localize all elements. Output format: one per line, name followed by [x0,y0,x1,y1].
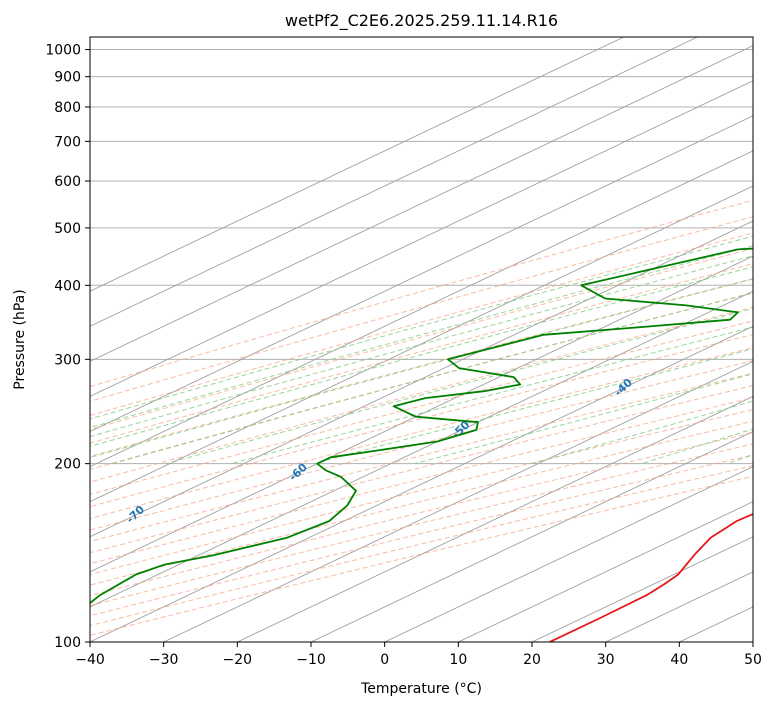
dry-adiabat-line [90,278,753,457]
dry-adiabat-line [90,385,753,554]
isotherm-line [237,395,753,642]
x-tick-label: −30 [149,652,179,668]
profile-lines [90,247,753,642]
isotherm-line [90,185,753,503]
dry-adiabat-line [90,409,753,576]
y-tick-label: 400 [54,278,81,294]
moist-adiabat-line [90,278,753,458]
isotherm-line [163,360,753,642]
isotherm-line [90,45,753,362]
dry-adiabat-line [90,333,753,508]
x-tick-label: 10 [449,652,467,668]
dry-adiabat-line [90,320,753,495]
y-axis-label: Pressure (hPa) [12,289,28,389]
moist-adiabat-line [90,266,753,447]
chart-title: wetPf2_C2E6.2025.259.11.14.R16 [285,11,558,31]
x-tick-label: 0 [380,652,389,668]
dry-adiabat-line [90,475,753,636]
moist-adiabat-line [641,428,753,465]
isotherm-line [752,641,753,642]
x-tick-label: 30 [597,652,615,668]
y-tick-label: 700 [54,134,81,150]
plot-frame [89,36,754,643]
isotherm-line [458,501,753,642]
isotherm-line [90,37,698,327]
dry-adiabat-line [90,292,753,470]
dry-adiabat-line [90,232,753,417]
y-tick-label: 800 [54,100,81,116]
isotherm-labels: 0.10.20.40.611.52346810131620253036-100-… [124,376,636,526]
dry-adiabat-line [90,347,753,520]
dry-adiabat-line [90,397,753,565]
moist-adiabat-line [90,245,753,429]
isotherm-line [90,37,624,292]
y-axis: 100 200 300 400 500 600 700 800 900 1000 [45,43,90,651]
isotherm-line [531,536,753,642]
moist-adiabat-line [165,308,753,465]
isotherm-line [90,290,753,608]
dry-adiabat-line [90,199,753,388]
dewpoint-profile-line [90,247,753,605]
moist-adiabat-line [231,326,753,465]
x-tick-label: −20 [223,652,253,668]
isotherm-line [605,571,753,642]
y-tick-label: 500 [54,221,81,237]
y-tick-label: 600 [54,174,81,190]
x-tick-label: 20 [523,652,541,668]
x-tick-label: −10 [296,652,326,668]
dry-adiabat-line [90,465,753,627]
background-lines [90,37,753,642]
isotherm-line [90,115,753,433]
isotherm-label: -40 [612,376,636,399]
dry-adiabat-line [90,248,753,431]
y-tick-label: 200 [54,457,81,473]
dry-adiabat-line [90,216,753,402]
isotherm-line [90,150,753,468]
y-tick-label: 1000 [45,43,81,59]
x-tick-label: −40 [75,652,105,668]
dry-adiabat-line [90,420,753,586]
dry-adiabat-line [90,372,753,543]
x-tick-label: 40 [670,652,688,668]
isotherm-line [90,255,753,573]
y-tick-label: 900 [54,70,81,86]
dry-adiabat-line [90,263,753,444]
moist-adiabat-line [90,255,753,438]
moist-adiabat-line [112,292,753,465]
isotherm-line [384,466,753,642]
dry-adiabat-line [90,306,753,483]
dry-adiabat-line [90,454,753,617]
x-axis: −40 −30 −20 −10 0 10 20 30 40 50 [75,642,762,668]
x-tick-label: 50 [744,652,762,668]
temperature-profile-line [549,513,753,642]
isotherm-line [310,431,753,642]
dry-adiabat-line [90,432,753,597]
isotherm-label: -70 [124,503,148,526]
isotherm-line [90,80,753,397]
dry-adiabat-line [90,443,753,607]
moist-adiabat-line [90,235,753,420]
dry-adiabat-line [90,360,753,531]
y-tick-label: 300 [54,352,81,368]
isotherm-line [90,325,753,642]
y-tick-label: 100 [54,635,81,651]
x-axis-label: Temperature (°C) [360,681,482,697]
isotherm-line [90,220,753,538]
